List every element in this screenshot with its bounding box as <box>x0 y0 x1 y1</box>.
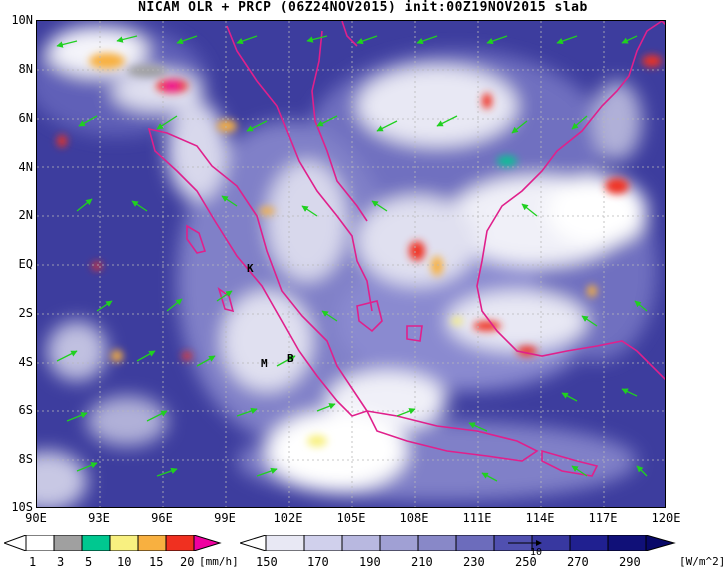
coastline-bangka <box>356 300 383 333</box>
coastline-borneo <box>476 21 665 381</box>
coastline-java <box>365 409 539 462</box>
precip-colorbar <box>4 535 222 551</box>
lon-label-102e: 102E <box>273 511 303 525</box>
coastlines <box>147 21 665 477</box>
olr-tick-210: 210 <box>411 555 433 569</box>
lat-label-4s: 4S <box>18 355 33 369</box>
coastline-malay-peninsula <box>226 25 373 312</box>
olr-unit: [W/m^2] <box>679 555 726 568</box>
olr-tick-270: 270 <box>567 555 589 569</box>
lon-label-93e: 93E <box>88 511 110 525</box>
olr-tick-250: 250 <box>515 555 537 569</box>
lat-label-2s: 2S <box>18 306 33 320</box>
olr-tick-150: 150 <box>256 555 278 569</box>
marker-b: B <box>287 352 294 365</box>
marker-k: K <box>247 262 254 275</box>
lon-label-108e: 108E <box>399 511 429 525</box>
olr-tick-230: 230 <box>463 555 485 569</box>
precip-tick-3: 3 <box>57 555 65 569</box>
map-svg <box>37 21 665 507</box>
precip-tick-20: 20 <box>180 555 195 569</box>
olr-tick-170: 170 <box>307 555 329 569</box>
precip-cells <box>57 53 662 447</box>
precip-unit: [mm/h] <box>199 555 239 568</box>
coastline-northeast <box>341 21 358 47</box>
lat-label-6s: 6S <box>18 403 33 417</box>
coastline-bali-lombok <box>541 449 599 477</box>
lat-label-10s: 10S <box>11 500 33 514</box>
lon-label-96e: 96E <box>151 511 173 525</box>
lon-label-105e: 105E <box>336 511 366 525</box>
lat-label-eq: EQ <box>18 257 33 271</box>
coastline-belitung <box>406 325 423 342</box>
lat-label-2n: 2N <box>18 208 33 222</box>
lon-label-114e: 114E <box>525 511 555 525</box>
lat-label-10n: 10N <box>11 13 33 27</box>
lon-label-111e: 111E <box>462 511 492 525</box>
lon-label-117e: 117E <box>588 511 618 525</box>
precip-tick-10: 10 <box>117 555 132 569</box>
lat-label-4n: 4N <box>18 160 33 174</box>
map-plot <box>36 20 666 508</box>
lon-label-99e: 99E <box>214 511 236 525</box>
olr-field <box>37 26 657 507</box>
wind-reference-label: 10 <box>530 547 543 558</box>
precip-tick-5: 5 <box>85 555 93 569</box>
grid-lines <box>37 21 665 507</box>
coastline-malay-peninsula-east <box>311 30 368 222</box>
precip-tick-15: 15 <box>149 555 164 569</box>
lat-label-8n: 8N <box>18 62 33 76</box>
olr-tick-190: 190 <box>359 555 381 569</box>
coastline-islands-west <box>186 224 207 254</box>
lon-label-90e: 90E <box>25 511 47 525</box>
precip-tick-1: 1 <box>29 555 37 569</box>
olr-colorbar <box>240 535 676 551</box>
lat-label-8s: 8S <box>18 452 33 466</box>
wind-vectors <box>56 35 648 482</box>
lon-label-120e: 120E <box>651 511 681 525</box>
lat-label-6n: 6N <box>18 111 33 125</box>
olr-tick-290: 290 <box>619 555 641 569</box>
page-title: NICAM OLR + PRCP (06Z24NOV2015) init:00Z… <box>138 0 588 15</box>
marker-m: M <box>261 357 268 370</box>
